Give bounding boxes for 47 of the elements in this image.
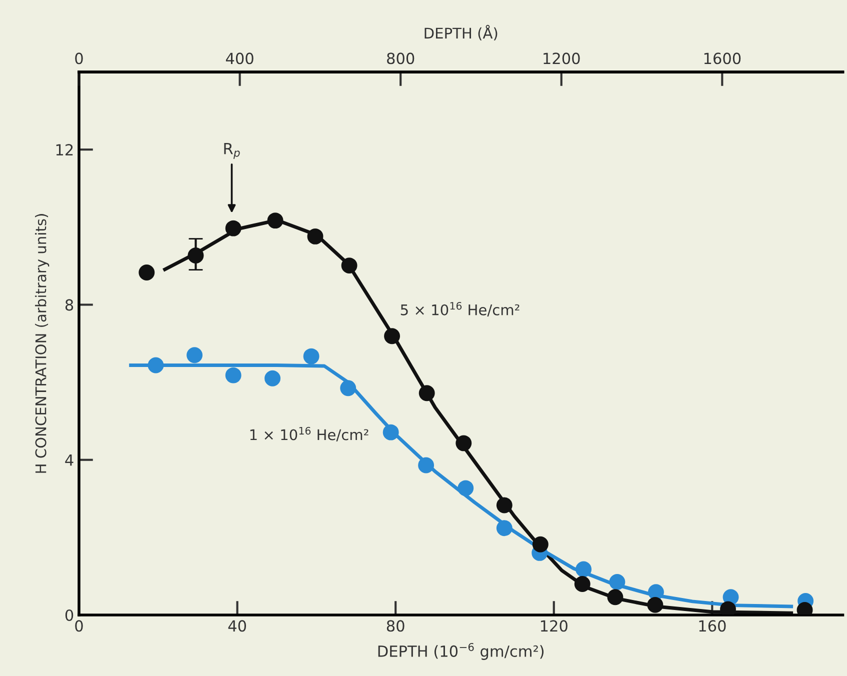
x2-tick-label: 0 <box>75 52 83 64</box>
point <box>225 220 242 236</box>
annotation: 1 × 10$^{16}$ He/cm² <box>250 426 368 442</box>
x-tick-label: 0 <box>75 620 83 632</box>
y-tick-label: 8 <box>65 299 74 311</box>
x-axis-title: DEPTH (10$^{−6}$ gm/cm²) <box>378 642 544 660</box>
y-axis-title: H CONCENTRATION (arbitrary units) <box>35 214 50 473</box>
point <box>458 480 474 496</box>
point <box>532 536 548 552</box>
point <box>496 497 512 514</box>
x-tick-label: 120 <box>540 620 568 632</box>
point <box>341 258 358 274</box>
point <box>418 385 435 402</box>
point <box>303 348 320 364</box>
x2-tick-label: 400 <box>226 52 254 64</box>
point <box>456 435 472 452</box>
y-tick-label: 4 <box>65 454 74 466</box>
point <box>382 424 399 440</box>
y-tick-label: 0 <box>65 609 74 622</box>
point <box>264 370 280 386</box>
point <box>576 561 592 578</box>
y-tick-label: 12 <box>56 144 73 156</box>
point <box>307 228 324 244</box>
point <box>720 601 736 615</box>
point <box>496 520 512 536</box>
x2-tick-label: 1200 <box>544 52 580 64</box>
point <box>647 596 664 613</box>
x2-tick-label: 800 <box>387 52 414 64</box>
point <box>609 574 626 590</box>
point <box>148 357 164 374</box>
point <box>607 589 624 606</box>
point <box>384 328 400 344</box>
point <box>225 367 242 384</box>
x2-axis-title: DEPTH (Å) <box>424 24 498 40</box>
annotation: R$_{p}$ <box>224 142 240 159</box>
point <box>340 380 356 396</box>
x2-tick-label: 1600 <box>704 52 741 64</box>
point <box>138 264 155 280</box>
x-tick-label: 80 <box>386 620 404 632</box>
x-tick-label: 160 <box>699 620 726 632</box>
point <box>186 347 203 364</box>
x-tick-label: 40 <box>228 620 246 632</box>
annotation: 5 × 10$^{16}$ He/cm² <box>400 302 520 316</box>
point <box>267 212 284 229</box>
point <box>574 576 590 592</box>
point <box>418 457 434 474</box>
point <box>648 584 664 600</box>
